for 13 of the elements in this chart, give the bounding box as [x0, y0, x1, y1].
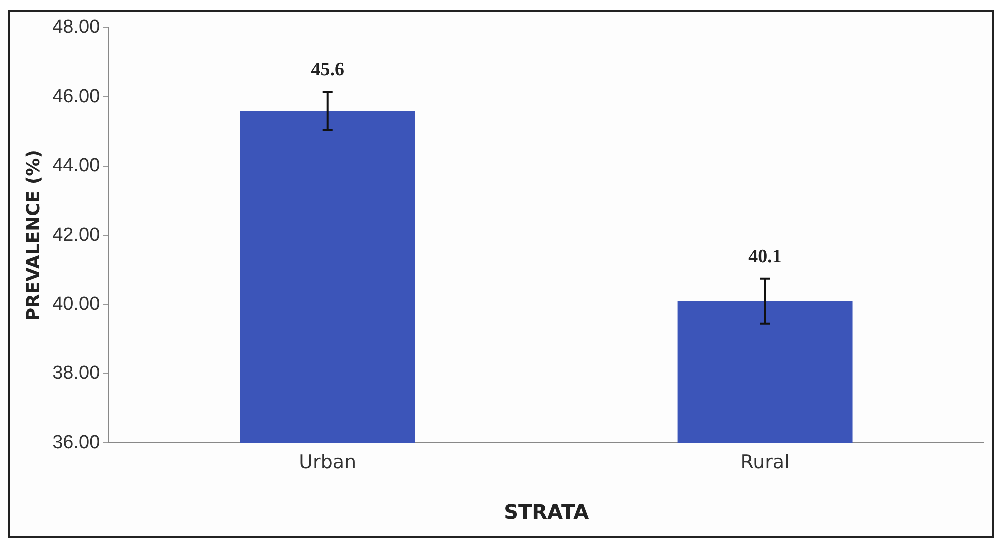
- y-tick-label: 44.00: [52, 156, 100, 177]
- y-tick-label: 36.00: [52, 432, 100, 454]
- x-tick-label: Rural: [740, 452, 790, 474]
- y-tick-label: 42.00: [52, 224, 100, 246]
- data-label: 45.6: [311, 59, 344, 80]
- y-tick-label: 46.00: [52, 86, 100, 108]
- y-tick-label: 38.00: [52, 363, 100, 384]
- x-axis-title: STRATA: [504, 500, 590, 524]
- data-label: 40.1: [748, 246, 782, 268]
- y-tick-label: 48.00: [52, 17, 100, 38]
- x-tick-label: Urban: [299, 452, 357, 474]
- y-axis-title: PREVALENCE (%): [23, 150, 44, 322]
- y-tick-label: 40.00: [52, 294, 100, 316]
